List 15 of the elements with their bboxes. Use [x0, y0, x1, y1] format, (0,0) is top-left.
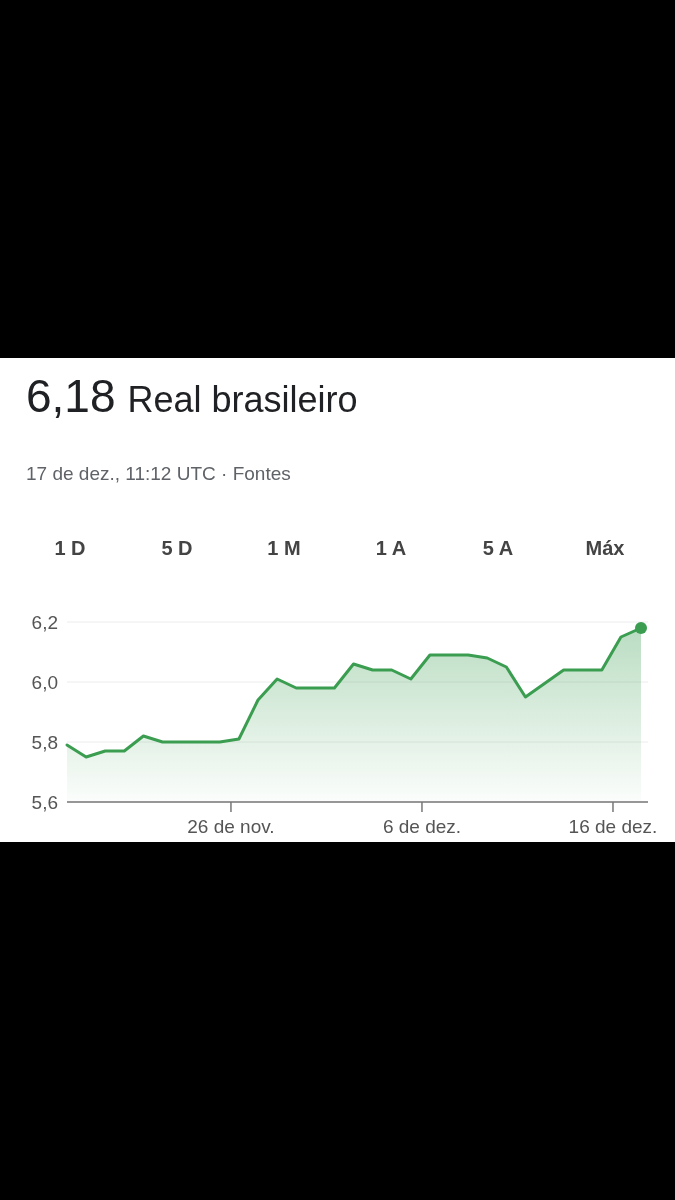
text: 1 M: [267, 537, 301, 559]
text: 1 D: [54, 537, 86, 559]
y-tick-label: 6,2: [31, 611, 58, 633]
x-tick-label: 6 de dez.: [382, 816, 462, 837]
text: 5 A: [482, 537, 514, 559]
chart-title: 6,18 Real brasileiro: [26, 370, 358, 422]
y-tick-label: 6,0: [31, 671, 58, 693]
text: Máx: [585, 537, 625, 559]
x-tick-label: 26 de nov.: [187, 816, 275, 837]
y-tick-label: 5,8: [31, 731, 58, 753]
x-tick-label: 16 de dez.: [568, 816, 658, 837]
text: 1 A: [375, 537, 407, 559]
y-tick-label: 5,6: [31, 791, 58, 813]
chart-subtitle: 17 de dez., 11:12 UTC · Fontes: [26, 463, 291, 484]
text: 5 D: [161, 537, 193, 559]
